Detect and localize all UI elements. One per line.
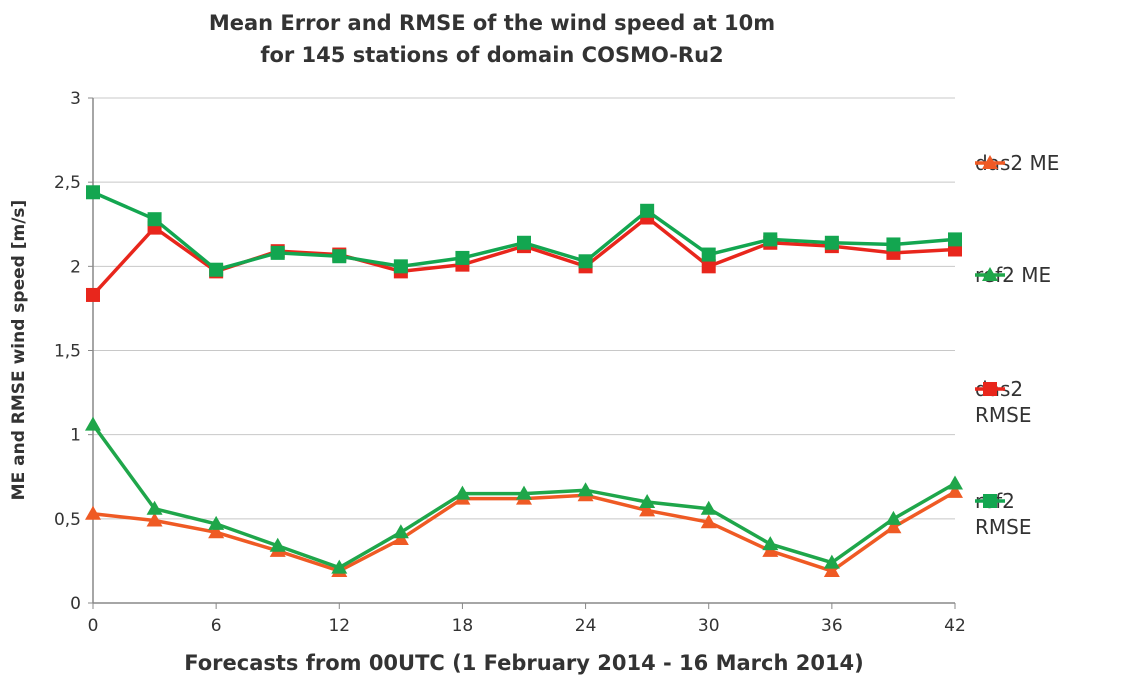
data-point [639,502,656,517]
series-line [91,215,956,297]
data-point [517,235,531,250]
data-point [208,515,225,530]
x-tick-label: 24 [575,616,597,636]
chart-title: for 145 stations of domain COSMO-Ru2 [260,43,723,67]
x-tick-label: 12 [328,616,350,636]
data-point [700,500,717,515]
data-point [823,563,840,578]
data-point [86,185,100,200]
legend-icon [975,267,1005,281]
data-point [454,485,471,500]
x-tick-label: 18 [452,616,474,636]
data-point [86,287,100,302]
data-point [331,559,348,574]
data-point [824,235,839,250]
legend-marker [982,155,998,169]
legend-icon [975,382,1005,396]
data-point [640,203,655,218]
legend-item: das2 ME [975,150,1075,176]
data-point [146,500,163,515]
x-axis-label: Forecasts from 00UTC (1 February 2014 - … [184,651,864,675]
x-tick-label: 6 [211,616,222,636]
data-point [516,485,532,500]
data-point [147,212,162,227]
y-tick-label: 1,5 [54,342,81,362]
data-point [85,505,101,520]
legend-item: ref2 ME [975,262,1075,288]
data-point [886,237,901,252]
data-point [948,232,962,247]
data-point [146,512,163,527]
x-tick-label: 36 [821,616,843,636]
legend-icon [975,155,1005,169]
y-tick-label: 3 [70,89,81,109]
data-point [885,519,902,534]
data-point [393,259,408,274]
legend-item: das2 RMSE [975,376,1075,428]
y-tick-label: 0,5 [54,510,81,530]
x-tick-label: 42 [944,616,966,636]
data-point [578,254,593,269]
y-axis-label: ME and RMSE wind speed [m/s] [9,200,29,501]
data-point [701,259,716,274]
x-tick-label: 0 [88,616,99,636]
data-point [639,494,656,508]
y-tick-label: 0 [70,594,81,614]
y-tick-label: 2,5 [54,173,81,193]
y-tick-label: 1 [70,426,81,446]
data-point [208,524,225,539]
data-point [701,247,716,262]
data-point [885,510,902,525]
legend-marker [983,494,997,508]
data-point [947,475,963,490]
data-point [700,514,717,529]
data-point [392,524,409,539]
legend-marker [982,267,998,281]
data-point [332,249,347,264]
x-tick-label: 30 [698,616,720,636]
data-point [269,537,286,552]
data-point [85,416,101,431]
legend-item: ref2 RMSE [975,488,1075,540]
data-point [947,483,963,498]
data-point [209,262,224,277]
legend-icon [975,494,1005,508]
data-point [270,245,285,260]
series-line [92,190,956,272]
data-point [823,554,840,569]
data-point [455,250,470,265]
data-point [762,536,779,551]
chart-title: Mean Error and RMSE of the wind speed at… [209,11,775,35]
legend-marker [983,382,997,396]
y-tick-label: 2 [70,257,81,277]
data-point [577,482,594,497]
data-point [763,232,778,247]
